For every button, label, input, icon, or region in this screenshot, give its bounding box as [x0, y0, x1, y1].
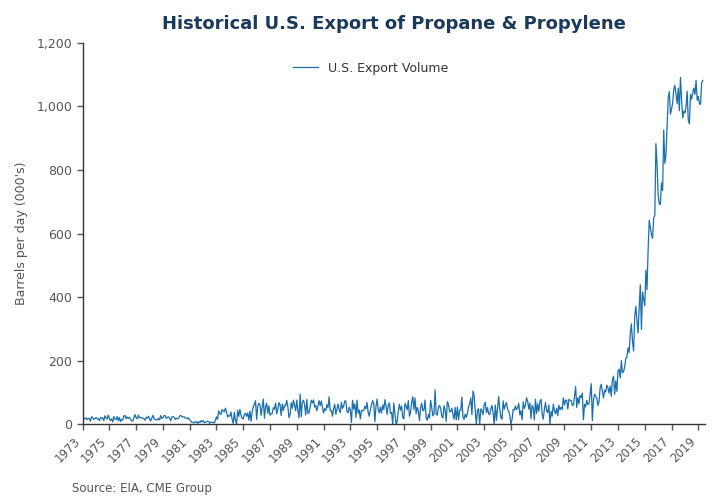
Y-axis label: Barrels per day (000's): Barrels per day (000's): [15, 162, 28, 306]
U.S. Export Volume: [656, 202, 665, 207]
U.S. Export Volume: [698, 78, 707, 84]
U.S. Export Volume: [542, 408, 551, 414]
U.S. Export Volume: [78, 413, 87, 419]
U.S. Export Volume: [676, 74, 685, 80]
Text: Source: EIA, CME Group: Source: EIA, CME Group: [72, 482, 212, 495]
Title: Historical U.S. Export of Propane & Propylene: Historical U.S. Export of Propane & Prop…: [162, 15, 626, 33]
Line: U.S. Export Volume: U.S. Export Volume: [83, 78, 703, 424]
U.S. Export Volume: [690, 85, 698, 91]
U.S. Export Volume: [372, 404, 380, 409]
U.S. Export Volume: [195, 420, 204, 426]
U.S. Export Volume: [107, 416, 116, 422]
U.S. Export Volume: [388, 421, 397, 427]
Legend: U.S. Export Volume: U.S. Export Volume: [288, 57, 454, 80]
